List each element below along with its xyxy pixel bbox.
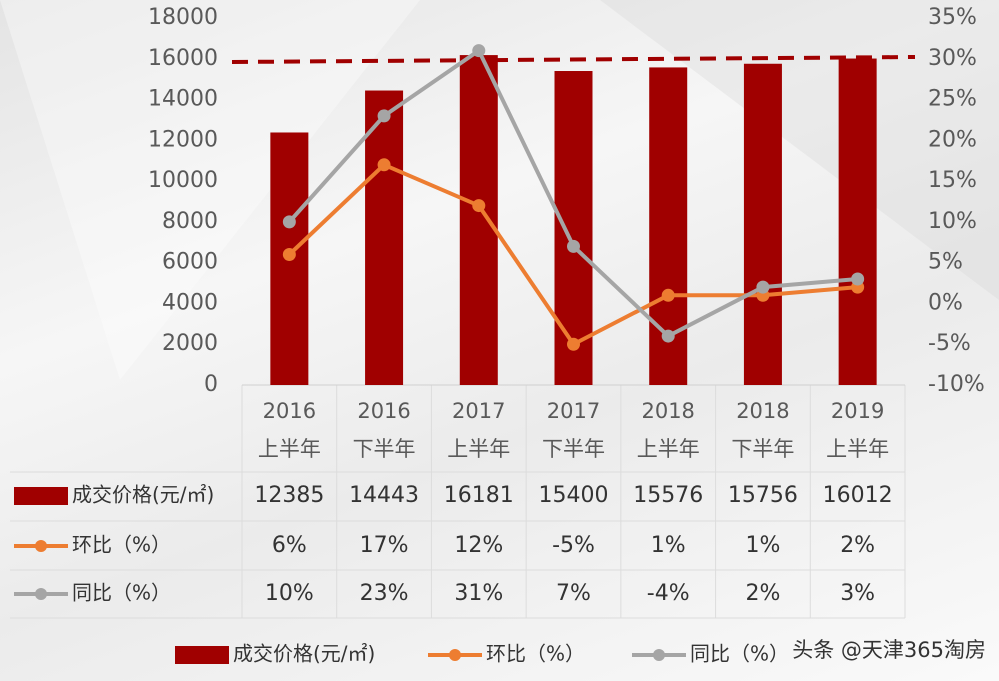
y-tick-label: 8000 xyxy=(162,209,218,234)
y-tick-label: 14000 xyxy=(148,87,218,112)
reference-line xyxy=(231,55,916,64)
table-value: 1% xyxy=(745,533,780,558)
point xyxy=(661,288,675,302)
x-tick-label: 2016下半年 xyxy=(352,399,416,461)
y2-tick-label: 30% xyxy=(928,46,977,71)
y2-tick-label: 20% xyxy=(928,127,977,152)
x-tick-label: 2017下半年 xyxy=(542,399,605,461)
table-value: 15400 xyxy=(539,483,609,508)
legend-key xyxy=(449,649,461,661)
background-shape xyxy=(0,0,420,380)
y2-tick-label: 0% xyxy=(928,290,963,315)
x-tick-label: 2017上半年 xyxy=(447,399,511,461)
table-value: 16181 xyxy=(444,483,514,508)
bar xyxy=(838,58,877,385)
y2-tick-label: 15% xyxy=(928,168,977,193)
point xyxy=(661,329,675,343)
point xyxy=(567,239,580,253)
table-key xyxy=(35,540,47,552)
point xyxy=(756,280,770,294)
point xyxy=(851,272,865,286)
bar xyxy=(459,55,498,385)
y-tick-label: 16000 xyxy=(148,46,218,71)
bar xyxy=(365,90,404,385)
y-tick-label: 4000 xyxy=(162,290,218,315)
point xyxy=(472,199,486,213)
table-value: 12% xyxy=(454,533,503,558)
background-shape xyxy=(600,0,999,300)
legend-label: 同比（%） xyxy=(690,642,789,666)
point xyxy=(282,215,296,229)
legend-label: 成交价格(元/㎡) xyxy=(233,642,375,666)
x-tick-label: 2016上半年 xyxy=(257,399,321,461)
y2-tick-label: 5% xyxy=(928,250,963,275)
table-value: 10% xyxy=(265,581,314,606)
y2-tick-label: 25% xyxy=(928,87,977,112)
y2-tick-label: -10% xyxy=(928,372,985,397)
table-value: 7% xyxy=(556,581,591,606)
y-tick-label: 6000 xyxy=(162,250,218,275)
table-row-label: 同比（%） xyxy=(72,581,171,605)
point xyxy=(377,109,391,123)
legend-key xyxy=(175,646,229,664)
y2-tick-label: 10% xyxy=(928,209,977,234)
watermark: 头条 @天津365淘房 xyxy=(792,638,986,662)
y-tick-label: 12000 xyxy=(148,127,218,152)
y-tick-label: 0 xyxy=(204,372,218,397)
table-row-label: 成交价格(元/㎡) xyxy=(72,483,214,507)
table-value: 31% xyxy=(454,581,503,606)
y-tick-label: 2000 xyxy=(162,331,218,356)
y2-tick-label: 35% xyxy=(928,5,977,30)
y-tick-label: 10000 xyxy=(148,168,218,193)
table-value: -5% xyxy=(552,533,595,558)
y2-tick-label: -5% xyxy=(928,331,971,356)
x-tick-label: 2018上半年 xyxy=(636,399,700,461)
x-tick-label: 2018下半年 xyxy=(731,399,795,461)
point xyxy=(472,44,486,58)
point xyxy=(567,337,580,351)
table-value: 1% xyxy=(651,533,686,558)
legend-key xyxy=(653,649,665,661)
table-key xyxy=(35,588,47,600)
table-value: -4% xyxy=(647,581,690,606)
table-value: 15576 xyxy=(633,483,703,508)
x-tick-label: 2019上半年 xyxy=(826,399,890,461)
table-value: 6% xyxy=(272,533,307,558)
point xyxy=(377,158,391,172)
y-tick-label: 18000 xyxy=(148,5,218,30)
table-value: 17% xyxy=(360,533,409,558)
table-value: 16012 xyxy=(823,483,893,508)
bar xyxy=(743,63,782,386)
table-value: 2% xyxy=(840,533,875,558)
table-key xyxy=(14,487,68,505)
legend-label: 环比（%） xyxy=(486,642,585,666)
bar xyxy=(554,71,593,385)
table-value: 3% xyxy=(840,581,875,606)
table-value: 12385 xyxy=(254,483,324,508)
point xyxy=(282,248,296,262)
table-value: 14443 xyxy=(349,483,419,508)
table-value: 2% xyxy=(745,581,780,606)
table-row-label: 环比（%） xyxy=(72,533,171,557)
table-value: 23% xyxy=(360,581,409,606)
table-value: 15756 xyxy=(728,483,798,508)
